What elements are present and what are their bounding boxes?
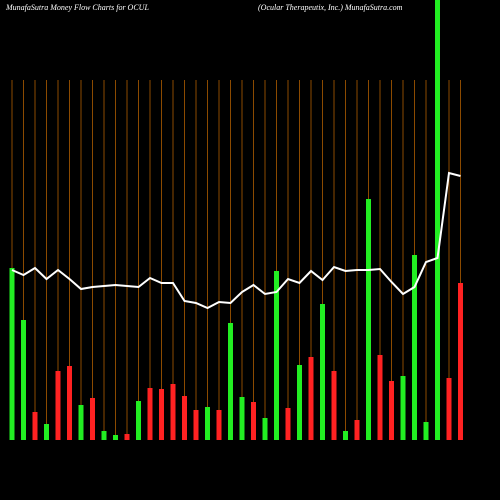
bar: [90, 398, 95, 440]
bar: [55, 371, 61, 440]
bar: [400, 376, 406, 440]
chart-subtitle: (Ocular Therapeutix, Inc.) MunafaSutra.c…: [258, 3, 403, 12]
bar: [435, 0, 440, 440]
bar: [446, 378, 452, 440]
bar: [251, 402, 256, 440]
bar: [113, 435, 118, 440]
bar: [320, 304, 325, 440]
bar: [78, 405, 84, 440]
bar: [101, 431, 107, 440]
bar: [136, 401, 141, 440]
chart-title: MunafaSutra Money Flow Charts for OCUL: [5, 3, 149, 12]
bar: [423, 422, 429, 440]
money-flow-line: [11, 171, 461, 310]
bar: [44, 424, 49, 440]
bar: [297, 365, 302, 440]
bar: [21, 320, 26, 440]
bar: [377, 355, 383, 440]
bar: [458, 283, 463, 440]
bar: [389, 381, 394, 440]
bar: [32, 412, 38, 440]
bar: [366, 199, 371, 440]
bar: [331, 371, 337, 440]
bar: [159, 389, 164, 440]
bar: [124, 434, 130, 440]
bar: [147, 388, 153, 440]
bar: [308, 357, 314, 440]
bar: [182, 396, 187, 440]
bar: [205, 407, 210, 440]
bar: [274, 271, 279, 440]
bar: [285, 408, 291, 440]
bar: [193, 410, 199, 440]
bar: [262, 418, 268, 440]
bar: [239, 397, 245, 440]
bar: [354, 420, 360, 440]
bar: [412, 255, 417, 440]
bar: [170, 384, 176, 440]
bar: [228, 323, 233, 440]
bar: [9, 268, 15, 440]
bar: [343, 431, 348, 440]
bar: [67, 366, 72, 440]
bar: [216, 410, 222, 440]
